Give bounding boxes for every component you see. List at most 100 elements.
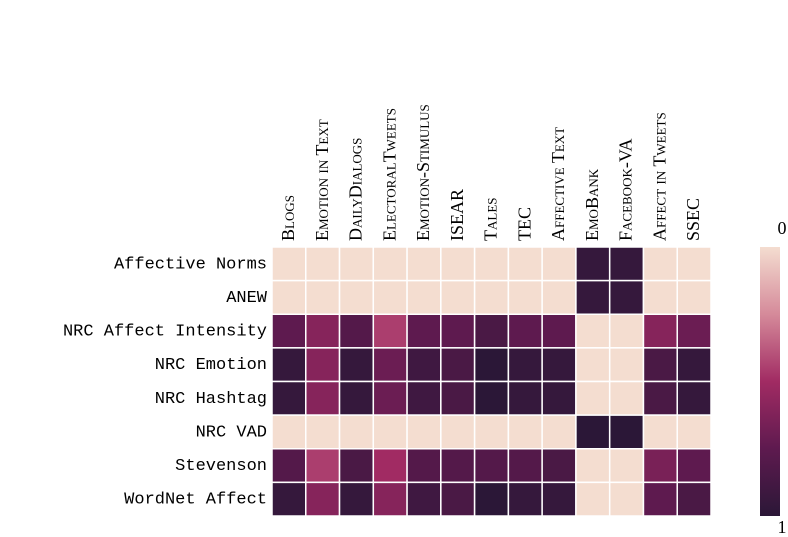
- cell: [372, 313, 408, 349]
- cell: [575, 246, 611, 282]
- column-label: Emotion in Text: [312, 119, 332, 241]
- cell: [507, 246, 543, 282]
- cell: [372, 481, 408, 517]
- cell: [507, 380, 543, 416]
- cell: [608, 246, 645, 282]
- cell: [440, 246, 476, 282]
- column-label: Blogs: [278, 195, 298, 241]
- cell: [642, 380, 678, 416]
- cell: [608, 380, 645, 416]
- cell: [338, 279, 375, 315]
- cell: [372, 380, 408, 416]
- column-label: Affect in Tweets: [649, 112, 669, 241]
- cell: [608, 448, 645, 484]
- cell: [338, 414, 375, 450]
- cell: [406, 279, 442, 315]
- cell: [338, 448, 375, 484]
- cell: [676, 448, 712, 484]
- row-label: Stevenson: [175, 457, 267, 476]
- cell: [440, 380, 476, 416]
- cell: [676, 414, 712, 450]
- cell: [473, 481, 510, 517]
- cell: [676, 347, 712, 383]
- cell: [406, 380, 442, 416]
- cell: [676, 279, 712, 315]
- cell: [507, 347, 543, 383]
- cell: [541, 380, 577, 416]
- column-label: EmoBank: [582, 168, 602, 241]
- cell: [440, 279, 476, 315]
- cell: [473, 347, 510, 383]
- cell: [642, 481, 678, 517]
- cell: [575, 380, 611, 416]
- cell: [305, 347, 341, 383]
- cell: [575, 313, 611, 349]
- cell: [608, 347, 645, 383]
- cell: [473, 313, 510, 349]
- cell: [642, 246, 678, 282]
- cell: [305, 313, 341, 349]
- cell: [271, 448, 307, 484]
- cell: [305, 279, 341, 315]
- cell: [305, 246, 341, 282]
- column-label: Facebook-VA: [616, 138, 636, 241]
- cell: [676, 246, 712, 282]
- cell: [406, 246, 442, 282]
- cell: [608, 279, 645, 315]
- cell: [541, 448, 577, 484]
- cell: [473, 414, 510, 450]
- cell: [338, 313, 375, 349]
- colorbar-tick-label: 1: [778, 517, 787, 537]
- cell: [271, 380, 307, 416]
- cell: [372, 414, 408, 450]
- cell: [608, 313, 645, 349]
- cell: [507, 481, 543, 517]
- column-label: TEC: [514, 207, 534, 241]
- cell: [271, 246, 307, 282]
- cell: [440, 414, 476, 450]
- cell: [541, 313, 577, 349]
- row-label: WordNet Affect: [124, 491, 267, 510]
- cell: [305, 481, 341, 517]
- cell: [541, 481, 577, 517]
- cell: [406, 347, 442, 383]
- cell: [440, 448, 476, 484]
- cell: [271, 279, 307, 315]
- cell: [338, 380, 375, 416]
- cell: [406, 313, 442, 349]
- cell: [372, 448, 408, 484]
- cell: [541, 347, 577, 383]
- cell: [642, 448, 678, 484]
- cell: [608, 414, 645, 450]
- cell: [372, 347, 408, 383]
- cell: [575, 481, 611, 517]
- cell: [473, 380, 510, 416]
- cell: [507, 448, 543, 484]
- cell: [271, 481, 307, 517]
- cell: [575, 347, 611, 383]
- row-label: NRC Affect Intensity: [63, 323, 267, 342]
- cell: [473, 279, 510, 315]
- cell: [608, 481, 645, 517]
- cell: [406, 481, 442, 517]
- cell: [338, 347, 375, 383]
- cell: [676, 313, 712, 349]
- cell: [676, 481, 712, 517]
- cell: [372, 246, 408, 282]
- cell: [541, 414, 577, 450]
- cell: [440, 347, 476, 383]
- column-label: DailyDialogs: [346, 138, 366, 241]
- cell: [305, 448, 341, 484]
- row-label: Affective Norms: [114, 255, 267, 274]
- cell: [541, 246, 577, 282]
- cell: [575, 414, 611, 450]
- cell: [271, 313, 307, 349]
- row-label: ANEW: [226, 289, 268, 308]
- row-label: NRC Emotion: [155, 356, 267, 375]
- column-label: SSEC: [683, 198, 703, 241]
- column-label: Emotion-Stimulus: [413, 104, 433, 241]
- cell: [541, 279, 577, 315]
- cell: [642, 414, 678, 450]
- colorbar-tick-label: 0: [778, 218, 787, 238]
